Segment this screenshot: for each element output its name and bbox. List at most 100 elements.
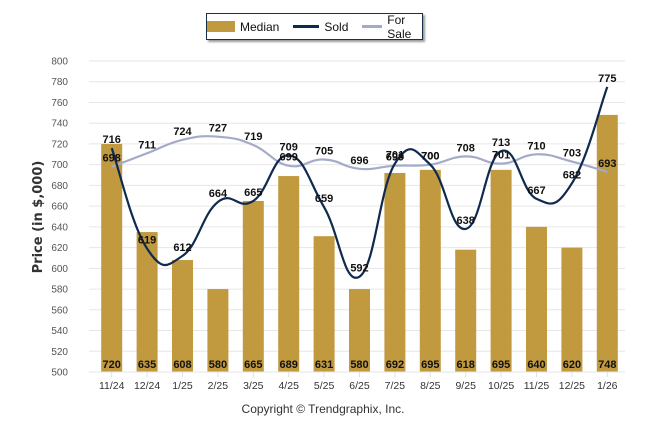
median-bar <box>526 226 547 372</box>
median-bar <box>596 114 618 372</box>
y-tick-label: 760 <box>51 98 68 109</box>
x-tick-label: 3/25 <box>243 380 264 392</box>
for-sale-label: 711 <box>138 139 156 151</box>
median-bar-label: 692 <box>386 359 404 371</box>
median-bar <box>349 289 370 372</box>
sold-label: 664 <box>209 188 228 200</box>
x-tick-label: 4/25 <box>278 380 299 392</box>
median-bar-label: 635 <box>138 359 156 371</box>
y-tick-label: 620 <box>51 243 68 254</box>
median-bar-label: 720 <box>103 359 121 371</box>
y-tick-label: 740 <box>51 119 68 130</box>
y-tick-label: 780 <box>51 77 68 88</box>
median-bar-label: 695 <box>492 359 510 371</box>
sold-label: 700 <box>421 151 439 163</box>
median-bar <box>561 247 583 372</box>
median-bar-label: 608 <box>173 359 191 371</box>
y-tick-label: 520 <box>51 347 68 358</box>
for-sale-labels: 698 711 724 727 719 699 705 696 699 700 708 701 710 7… <box>103 123 617 170</box>
y-tick-label: 660 <box>51 202 68 213</box>
sold-labels: 716 619 612 664 665 709 659 592 701 700 638 713 667 6… <box>103 73 617 275</box>
x-tick-label: 7/25 <box>385 380 406 392</box>
y-tick-label: 700 <box>51 160 68 171</box>
for-sale-label: 700 <box>421 151 439 163</box>
legend-item-sold: Sold <box>293 20 348 34</box>
sold-label: 592 <box>350 263 368 275</box>
x-tick-label: 8/25 <box>420 380 441 392</box>
x-tick-label: 9/25 <box>455 380 476 392</box>
median-bar-label: 748 <box>598 359 616 371</box>
median-bar-label: 665 <box>244 359 262 371</box>
x-tick-label: 6/25 <box>349 380 370 392</box>
sold-label: 667 <box>527 185 545 197</box>
legend-label-sold: Sold <box>324 19 349 34</box>
legend-label-for-sale: For Sale <box>387 12 412 41</box>
x-tick-label: 10/25 <box>488 380 514 392</box>
y-tick-label: 800 <box>51 57 68 68</box>
y-axis-ticks: 500 520 540 560 580 600 620 640 660 680 700 720 740 7… <box>51 57 68 379</box>
for-sale-line <box>111 135 608 173</box>
for-sale-label: 701 <box>492 150 510 162</box>
x-tick-label: 11/24 <box>99 380 125 392</box>
y-tick-label: 560 <box>51 305 68 316</box>
copyright-text: Copyright © Trendgraphix, Inc. <box>241 402 405 416</box>
for-sale-label: 699 <box>280 152 298 164</box>
sold-label: 665 <box>244 187 262 199</box>
y-tick-label: 640 <box>51 222 68 233</box>
y-tick-label: 720 <box>51 139 68 150</box>
legend: Median Sold For Sale <box>206 13 423 41</box>
legend-label-median: Median <box>240 19 280 34</box>
median-bar-label: 620 <box>563 359 581 371</box>
median-bar <box>136 232 158 372</box>
sold-swatch <box>293 25 320 28</box>
for-sale-label: 699 <box>386 152 404 164</box>
sold-label: 682 <box>563 169 581 181</box>
median-bar <box>313 236 335 372</box>
x-axis-ticks: 11/24 12/24 1/25 2/25 3/25 4/25 5/25 6/25 7/25 8/… <box>94 371 625 392</box>
median-bar-label: 640 <box>527 359 545 371</box>
median-bar <box>172 260 193 372</box>
x-tick-label: 11/25 <box>524 380 550 392</box>
for-sale-label: 710 <box>527 140 545 152</box>
for-sale-label: 703 <box>563 148 581 160</box>
y-tick-label: 540 <box>51 326 68 337</box>
x-tick-label: 12/25 <box>559 380 585 392</box>
median-bar-label: 580 <box>350 359 368 371</box>
sold-label: 701 <box>386 150 404 162</box>
sold-label: 612 <box>173 242 191 254</box>
median-bar <box>384 172 406 372</box>
median-bar-label: 631 <box>315 359 333 371</box>
sold-label: 716 <box>103 134 121 146</box>
for-sale-label: 696 <box>350 155 368 167</box>
for-sale-label: 698 <box>103 153 121 165</box>
median-swatch <box>207 21 235 32</box>
median-bar-label: 689 <box>280 359 298 371</box>
median-bar <box>490 169 512 372</box>
legend-item-for-sale: For Sale <box>362 13 422 41</box>
y-tick-label: 580 <box>51 285 68 296</box>
median-bar-label: 618 <box>457 359 475 371</box>
median-bar-label: 695 <box>421 359 439 371</box>
x-tick-label: 1/26 <box>597 380 618 392</box>
median-bar <box>242 200 264 372</box>
sold-label: 638 <box>457 215 475 227</box>
sold-label: 619 <box>138 235 156 247</box>
median-bar <box>207 289 229 372</box>
x-tick-label: 12/24 <box>134 380 160 392</box>
for-sale-label: 693 <box>598 158 616 170</box>
for-sale-label: 705 <box>315 145 333 157</box>
x-tick-label: 5/25 <box>314 380 335 392</box>
y-tick-label: 680 <box>51 181 68 192</box>
sold-label: 775 <box>598 73 616 85</box>
median-bar-labels: 720 635 608 580 665 689 631 580 692 695 618 695 640 6… <box>103 359 617 371</box>
sold-line <box>110 86 609 279</box>
median-bar <box>278 176 300 372</box>
for-sale-label: 708 <box>457 142 475 154</box>
median-bars <box>101 114 618 372</box>
median-bar-label: 580 <box>209 359 227 371</box>
sold-label: 709 <box>280 141 298 153</box>
median-bar <box>419 169 441 372</box>
for-sale-label: 724 <box>173 126 192 138</box>
sold-label: 659 <box>315 193 333 205</box>
